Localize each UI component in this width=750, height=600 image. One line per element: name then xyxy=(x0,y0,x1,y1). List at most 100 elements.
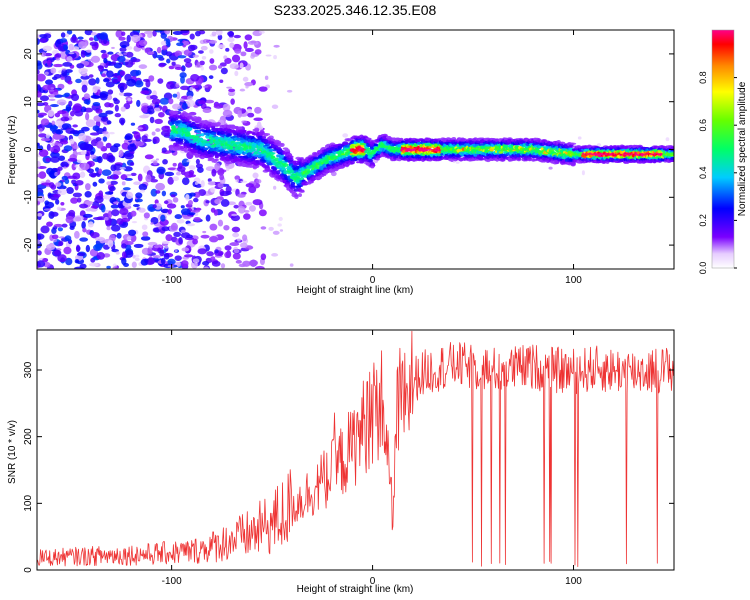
spectrogram-cell xyxy=(175,171,182,176)
spectrogram-cell xyxy=(79,203,89,209)
spectrogram-cell xyxy=(214,162,221,171)
spectrogram-cell xyxy=(67,157,78,162)
spectrogram-cell xyxy=(65,257,73,266)
spectrogram-cell xyxy=(203,266,210,269)
spectrogram-cell xyxy=(63,246,72,255)
spectrogram-cell xyxy=(234,70,239,77)
spectrogram-cell xyxy=(178,236,183,245)
spectrogram-cell xyxy=(180,260,189,268)
spectrogram-cell xyxy=(253,117,263,121)
spectrogram-cell xyxy=(131,34,141,43)
spectrogram-cell xyxy=(170,222,178,231)
spectrogram-cell xyxy=(172,30,183,35)
spectrogram-cell xyxy=(125,173,132,177)
spectrogram-cell xyxy=(69,225,75,231)
spectrogram-cell xyxy=(119,166,126,170)
spectrogram-cell xyxy=(40,118,50,126)
spectrogram-cell xyxy=(224,245,232,251)
spectrogram-cell xyxy=(254,128,260,133)
spectrogram-cell xyxy=(155,54,164,59)
spectrogram-cell xyxy=(88,78,97,86)
spectrogram-cell xyxy=(102,130,109,135)
spectrogram-cell xyxy=(160,257,166,265)
spectrogram-cell xyxy=(225,47,230,52)
spectrogram-cell xyxy=(54,112,61,118)
spectrogram-cell xyxy=(193,216,202,222)
spectrogram-cell xyxy=(214,158,219,161)
spectrogram-cell xyxy=(111,46,115,50)
spectrogram-cell xyxy=(167,258,176,265)
spectrogram-cell xyxy=(187,95,193,101)
spectrogram-cell xyxy=(78,132,87,141)
spectrogram-cell xyxy=(254,265,265,269)
spectrogram-cell xyxy=(155,158,160,161)
spectrogram-cell xyxy=(46,59,52,67)
spectrogram-cell xyxy=(92,86,101,90)
spectrogram-cell xyxy=(210,132,217,135)
spectrogram-cell xyxy=(111,209,120,217)
spectrogram-cell xyxy=(51,234,59,240)
spectrogram-cell xyxy=(37,173,41,178)
spectrogram-cell xyxy=(240,242,248,249)
spectrogram-cell xyxy=(90,205,98,209)
spectrogram-cell xyxy=(161,240,170,245)
spectrogram-cell xyxy=(53,74,62,79)
spectrogram-cell xyxy=(167,208,173,215)
spectrogram-cell xyxy=(167,176,174,185)
spectrogram-cell xyxy=(152,136,160,144)
spectrogram-cell xyxy=(157,78,164,84)
spectrogram-cell xyxy=(89,41,98,47)
spectrogram-cell xyxy=(185,194,190,201)
spectrogram-cell xyxy=(172,103,181,110)
spectrogram-cell xyxy=(149,116,155,124)
spectrogram-cell xyxy=(105,220,111,226)
spectrogram-cell xyxy=(104,102,112,108)
spectrogram-cell xyxy=(181,121,187,124)
spectrogram-cell xyxy=(70,36,78,43)
spectrogram-cell xyxy=(157,111,165,118)
spectrogram-cell xyxy=(60,201,65,206)
spectrogram-cell xyxy=(74,110,84,117)
spectrogram-cell xyxy=(217,167,225,176)
spectrogram-cell xyxy=(135,192,143,199)
spectrogram-cell xyxy=(112,170,122,176)
spectrogram-cell xyxy=(83,93,90,100)
spectrogram-cell xyxy=(498,151,503,154)
spectrogram-cell xyxy=(159,249,165,257)
spectrogram-cell xyxy=(239,88,246,92)
spectrogram-cell xyxy=(90,232,100,239)
spectrogram-cell xyxy=(101,73,107,78)
spectrogram-cell xyxy=(161,125,171,132)
spectrogram-cell xyxy=(65,33,69,38)
spectrogram-cell xyxy=(44,71,49,75)
spectrogram-cell xyxy=(50,104,59,108)
spectrogram-cell xyxy=(150,188,158,197)
spectrogram-cell xyxy=(79,142,90,151)
spectrogram-cell xyxy=(41,182,51,186)
spectrogram-cell xyxy=(193,197,199,203)
spectrogram-cell xyxy=(164,30,171,35)
spectrogram-cell xyxy=(209,58,215,64)
spectrogram-cell xyxy=(80,75,90,80)
spectrogram-cell xyxy=(39,95,50,102)
spectrogram-cell xyxy=(76,159,82,163)
spectrogram-cell xyxy=(104,193,110,200)
spectrogram-cell xyxy=(42,84,51,91)
spectrogram-cell xyxy=(38,171,47,179)
spectrogram-cell xyxy=(125,46,133,50)
spectrogram-cell xyxy=(59,138,64,142)
spectrogram-cell xyxy=(192,149,198,154)
spectrogram-cell xyxy=(71,93,80,102)
spectrogram-cell xyxy=(161,226,170,232)
spectrogram-cell xyxy=(172,110,179,115)
spectrogram-cell xyxy=(77,36,84,40)
spectrogram-cell xyxy=(188,212,196,216)
spectrogram-cell xyxy=(96,216,106,221)
spectrogram-cell xyxy=(59,38,68,43)
spectrogram-cell xyxy=(225,190,232,195)
spectrogram-cell xyxy=(54,171,58,177)
spectrogram-cell xyxy=(258,86,268,92)
spectrogram-cell xyxy=(57,110,67,115)
spectrogram-cell xyxy=(119,207,129,216)
